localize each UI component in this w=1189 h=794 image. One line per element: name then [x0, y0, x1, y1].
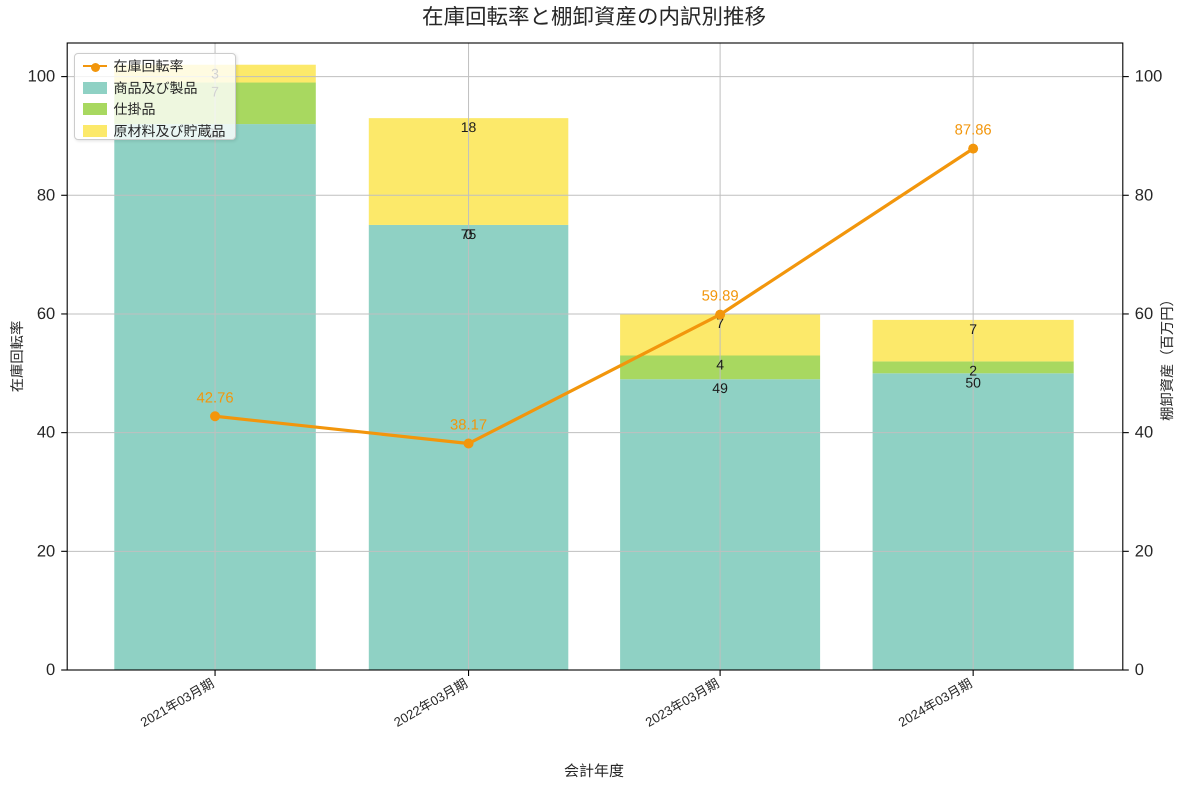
svg-text:100: 100 — [1135, 68, 1163, 86]
svg-text:38.17: 38.17 — [450, 418, 487, 434]
svg-text:20: 20 — [1135, 542, 1153, 560]
svg-text:20: 20 — [37, 542, 55, 560]
svg-text:0: 0 — [465, 226, 473, 242]
svg-text:棚卸資産（百万円）: 棚卸資産（百万円） — [1159, 292, 1176, 421]
svg-text:7: 7 — [969, 321, 977, 337]
svg-text:40: 40 — [1135, 424, 1153, 442]
svg-text:在庫回転率と棚卸資産の内訳別推移: 在庫回転率と棚卸資産の内訳別推移 — [422, 5, 766, 29]
svg-text:100: 100 — [28, 68, 56, 86]
svg-text:40: 40 — [37, 424, 55, 442]
svg-text:80: 80 — [37, 186, 55, 204]
svg-text:2: 2 — [969, 362, 977, 378]
svg-text:18: 18 — [461, 119, 477, 135]
svg-text:在庫回転率: 在庫回転率 — [9, 321, 26, 392]
svg-text:60: 60 — [1135, 305, 1153, 323]
svg-text:60: 60 — [37, 305, 55, 323]
svg-text:0: 0 — [1135, 661, 1144, 679]
svg-text:59.89: 59.89 — [702, 289, 739, 305]
svg-text:4: 4 — [716, 357, 724, 373]
svg-text:0: 0 — [46, 661, 55, 679]
svg-text:会計年度: 会計年度 — [564, 763, 624, 780]
svg-text:42.76: 42.76 — [197, 390, 234, 406]
svg-text:49: 49 — [712, 380, 728, 396]
svg-text:80: 80 — [1135, 186, 1153, 204]
svg-text:87.86: 87.86 — [955, 123, 992, 139]
